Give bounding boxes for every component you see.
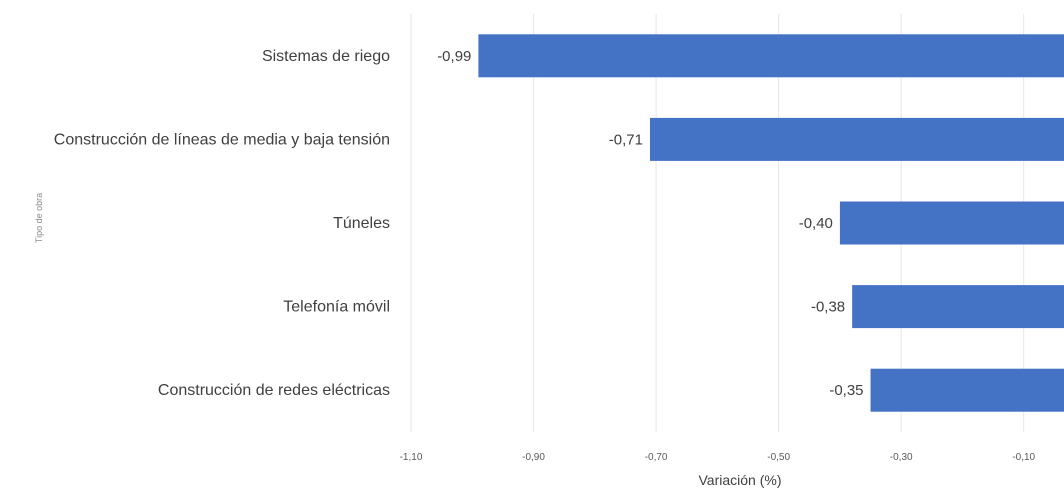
bar-value-label: -0,99: [437, 48, 471, 65]
x-tick-label: -0,50: [767, 452, 790, 463]
data-labels: -0,99 -0,71 -0,40 -0,38 -0,35: [437, 48, 863, 399]
x-tick-labels: -1,10 -0,90 -0,70 -0,50 -0,30 -0,10: [400, 452, 1036, 463]
bar-value-label: -0,35: [829, 382, 863, 399]
category-labels: Sistemas de riego Construcción de líneas …: [54, 48, 390, 399]
x-tick-label: -0,90: [522, 452, 545, 463]
category-label: Sistemas de riego: [262, 48, 390, 65]
bar-value-label: -0,71: [609, 131, 643, 148]
category-label: Construcción de redes eléctricas: [158, 382, 390, 399]
y-axis-title: Tipo de obra: [34, 193, 44, 243]
bar: [649, 117, 1064, 161]
bar: [478, 34, 1064, 78]
category-label: Túneles: [333, 215, 390, 232]
x-tick-label: -1,10: [400, 452, 423, 463]
x-tick-label: -0,70: [645, 452, 668, 463]
x-axis-title: Variación (%): [699, 472, 782, 488]
category-label: Telefonía móvil: [283, 299, 390, 316]
bar: [870, 368, 1064, 412]
x-tick-label: -0,30: [890, 452, 913, 463]
bar-value-label: -0,40: [799, 215, 833, 232]
bars: [478, 34, 1064, 412]
category-label: Construcción de líneas de media y baja t…: [54, 131, 390, 148]
bar: [839, 201, 1064, 245]
x-tick-label: -0,10: [1012, 452, 1035, 463]
bar: [852, 285, 1064, 329]
bar-value-label: -0,38: [811, 299, 845, 316]
